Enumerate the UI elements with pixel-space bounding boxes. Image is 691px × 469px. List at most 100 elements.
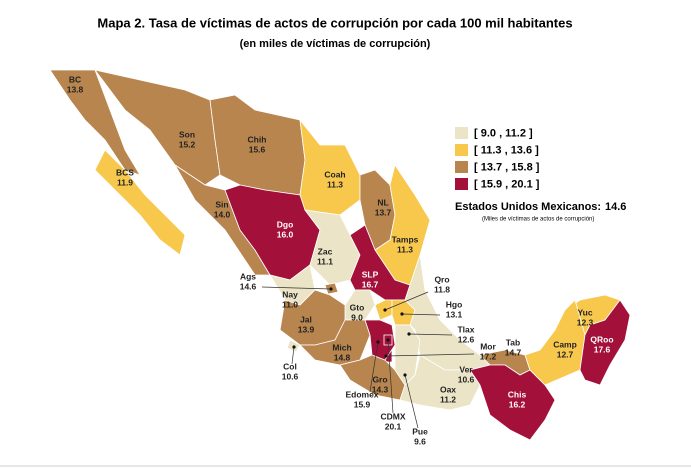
state-name: Sin — [215, 199, 228, 209]
legend-label: [ 13.7 , 15.8 ] — [474, 161, 540, 173]
legend-swatch — [455, 127, 468, 139]
leader-dot — [407, 332, 411, 336]
state-name: Jal — [300, 314, 312, 324]
state-value: 12.6 — [458, 334, 475, 344]
legend-label: [ 9.0 , 11.2 ] — [474, 127, 533, 139]
state-region — [304, 209, 361, 286]
title: Mapa 2. Tasa de víctimas de actos de cor… — [97, 15, 572, 30]
states — [49, 69, 631, 441]
legend-label: [ 11.3 , 13.6 ] — [474, 144, 539, 156]
national-note: (Miles de víctimas de actos de corrupció… — [482, 217, 594, 223]
state-value: 14.6 — [240, 281, 257, 291]
state-name: QRoo — [590, 334, 613, 344]
leader-dot — [384, 354, 388, 358]
state-name: Ags — [240, 271, 256, 281]
state-name: Coah — [324, 169, 345, 179]
state-value: 11.8 — [434, 284, 450, 294]
national-value: 14.6 — [605, 201, 626, 213]
legend-label: [ 15.9 , 20.1 ] — [474, 178, 540, 190]
state-value: 10.6 — [282, 371, 299, 381]
state-name: Ver — [459, 364, 473, 374]
state-region — [299, 118, 361, 216]
leader-dot — [292, 345, 296, 349]
leader-line — [291, 346, 295, 365]
state-value: 10.6 — [458, 374, 475, 384]
state-value: 15.2 — [179, 139, 196, 149]
state-value: 11.2 — [440, 394, 456, 404]
leader-line — [369, 341, 379, 393]
state-name: Qro — [434, 274, 449, 284]
state-name: Son — [179, 129, 195, 139]
state-value: 13.1 — [446, 309, 463, 319]
leader-dot — [403, 373, 407, 377]
state-name: Zac — [318, 246, 333, 256]
state-name: Hgo — [446, 299, 463, 309]
state-value: 15.6 — [249, 144, 266, 154]
state-name: Chis — [508, 389, 527, 399]
state-name: Mich — [332, 342, 351, 352]
state-value: 16.7 — [362, 279, 379, 289]
state-region — [94, 69, 221, 186]
state-name: Edomex — [345, 389, 378, 399]
state-region — [469, 364, 556, 441]
state-name: Pue — [412, 426, 428, 436]
state-value: 14.3 — [372, 384, 389, 394]
state-value: 11.3 — [397, 244, 413, 254]
state-name: Mor — [480, 341, 496, 351]
state-name: Nay — [282, 289, 298, 299]
state-name: Tlax — [457, 324, 474, 334]
state-name: BC — [69, 74, 81, 84]
state-value: 13.9 — [298, 324, 315, 334]
state-region — [49, 69, 141, 176]
state-name: NL — [377, 197, 388, 207]
state-name: Tab — [506, 337, 520, 347]
state-name: Tamps — [392, 234, 419, 244]
national-label: Estados Unidos Mexicanos: — [455, 201, 601, 213]
state-value: 11.0 — [282, 299, 298, 309]
state-value: 14.0 — [214, 209, 231, 219]
state-value: 17.2 — [480, 351, 497, 361]
state-value: 16.0 — [277, 229, 294, 239]
leader-line — [261, 286, 332, 290]
state-value: 11.9 — [117, 177, 133, 187]
state-region — [524, 299, 586, 386]
state-name: Oax — [440, 384, 456, 394]
leader-line — [401, 313, 441, 316]
leader-line — [387, 339, 394, 414]
state-region — [394, 324, 421, 386]
state-name: SLP — [362, 269, 379, 279]
state-value: 15.9 — [354, 399, 371, 409]
leader-dot — [329, 287, 333, 291]
state-value: 9.6 — [414, 436, 426, 446]
state-value: 13.7 — [375, 207, 392, 217]
state-value: 20.1 — [385, 421, 402, 431]
subtitle: (en miles de víctimas de corrupción) — [240, 38, 431, 50]
state-value: 14.7 — [505, 347, 522, 357]
state-value: 11.1 — [317, 256, 333, 266]
leader-dot — [376, 340, 380, 344]
state-name: Yuc — [577, 307, 592, 317]
leader-dot — [386, 338, 390, 342]
state-name: Gro — [372, 374, 387, 384]
leader-dot — [400, 312, 404, 316]
leader-line — [408, 333, 453, 336]
state-value: 9.0 — [351, 312, 363, 322]
leader-line — [404, 374, 419, 429]
state-region — [364, 319, 396, 361]
state-name: CDMX — [380, 411, 405, 421]
state-region — [579, 299, 631, 386]
state-name: Gto — [350, 302, 365, 312]
state-value: 14.8 — [334, 352, 351, 362]
state-name: Camp — [553, 339, 577, 349]
leader-dot — [383, 308, 387, 312]
state-value: 11.3 — [327, 179, 343, 189]
legend-swatch — [455, 178, 468, 190]
state-region — [94, 149, 186, 256]
state-name: BCS — [116, 167, 134, 177]
state-name: Chih — [248, 134, 267, 144]
legend-swatch — [455, 161, 468, 173]
state-value: 12.3 — [577, 317, 594, 327]
state-value: 16.2 — [509, 399, 526, 409]
